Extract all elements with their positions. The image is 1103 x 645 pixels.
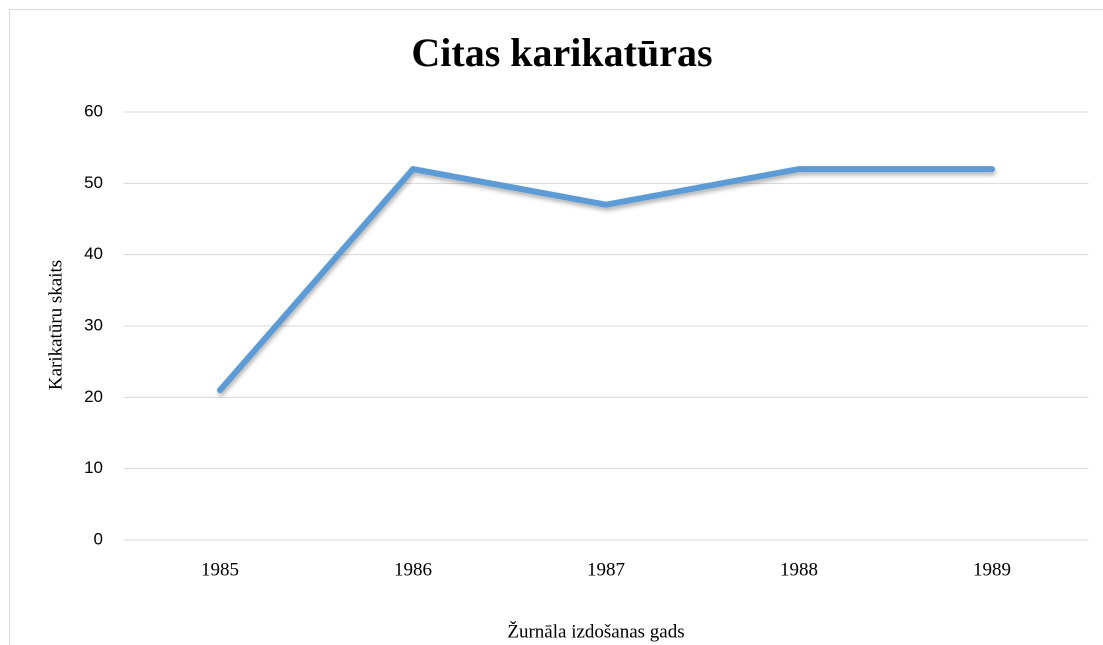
data-line [217, 166, 995, 394]
y-tick-label: 20 [84, 387, 103, 406]
y-tick-label: 10 [84, 458, 103, 477]
y-axis-label: Karikatūru skaits [45, 260, 66, 390]
x-axis-label: Žurnāla izdošanas gads [507, 620, 684, 642]
x-tick-label: 1988 [780, 559, 818, 580]
y-tick-label: 40 [84, 244, 103, 263]
chart-border [9, 9, 1103, 645]
y-tick-label: 60 [84, 101, 103, 120]
x-tick-label: 1985 [201, 559, 239, 580]
x-tick-label: 1989 [973, 559, 1011, 580]
y-tick-label: 30 [84, 315, 103, 334]
y-tick-label: 50 [84, 173, 103, 192]
x-tick-label: 1987 [587, 559, 625, 580]
y-tick-label: 0 [94, 529, 103, 548]
chart-title: Citas karikatūras [411, 30, 712, 75]
x-tick-label: 1986 [394, 559, 432, 580]
